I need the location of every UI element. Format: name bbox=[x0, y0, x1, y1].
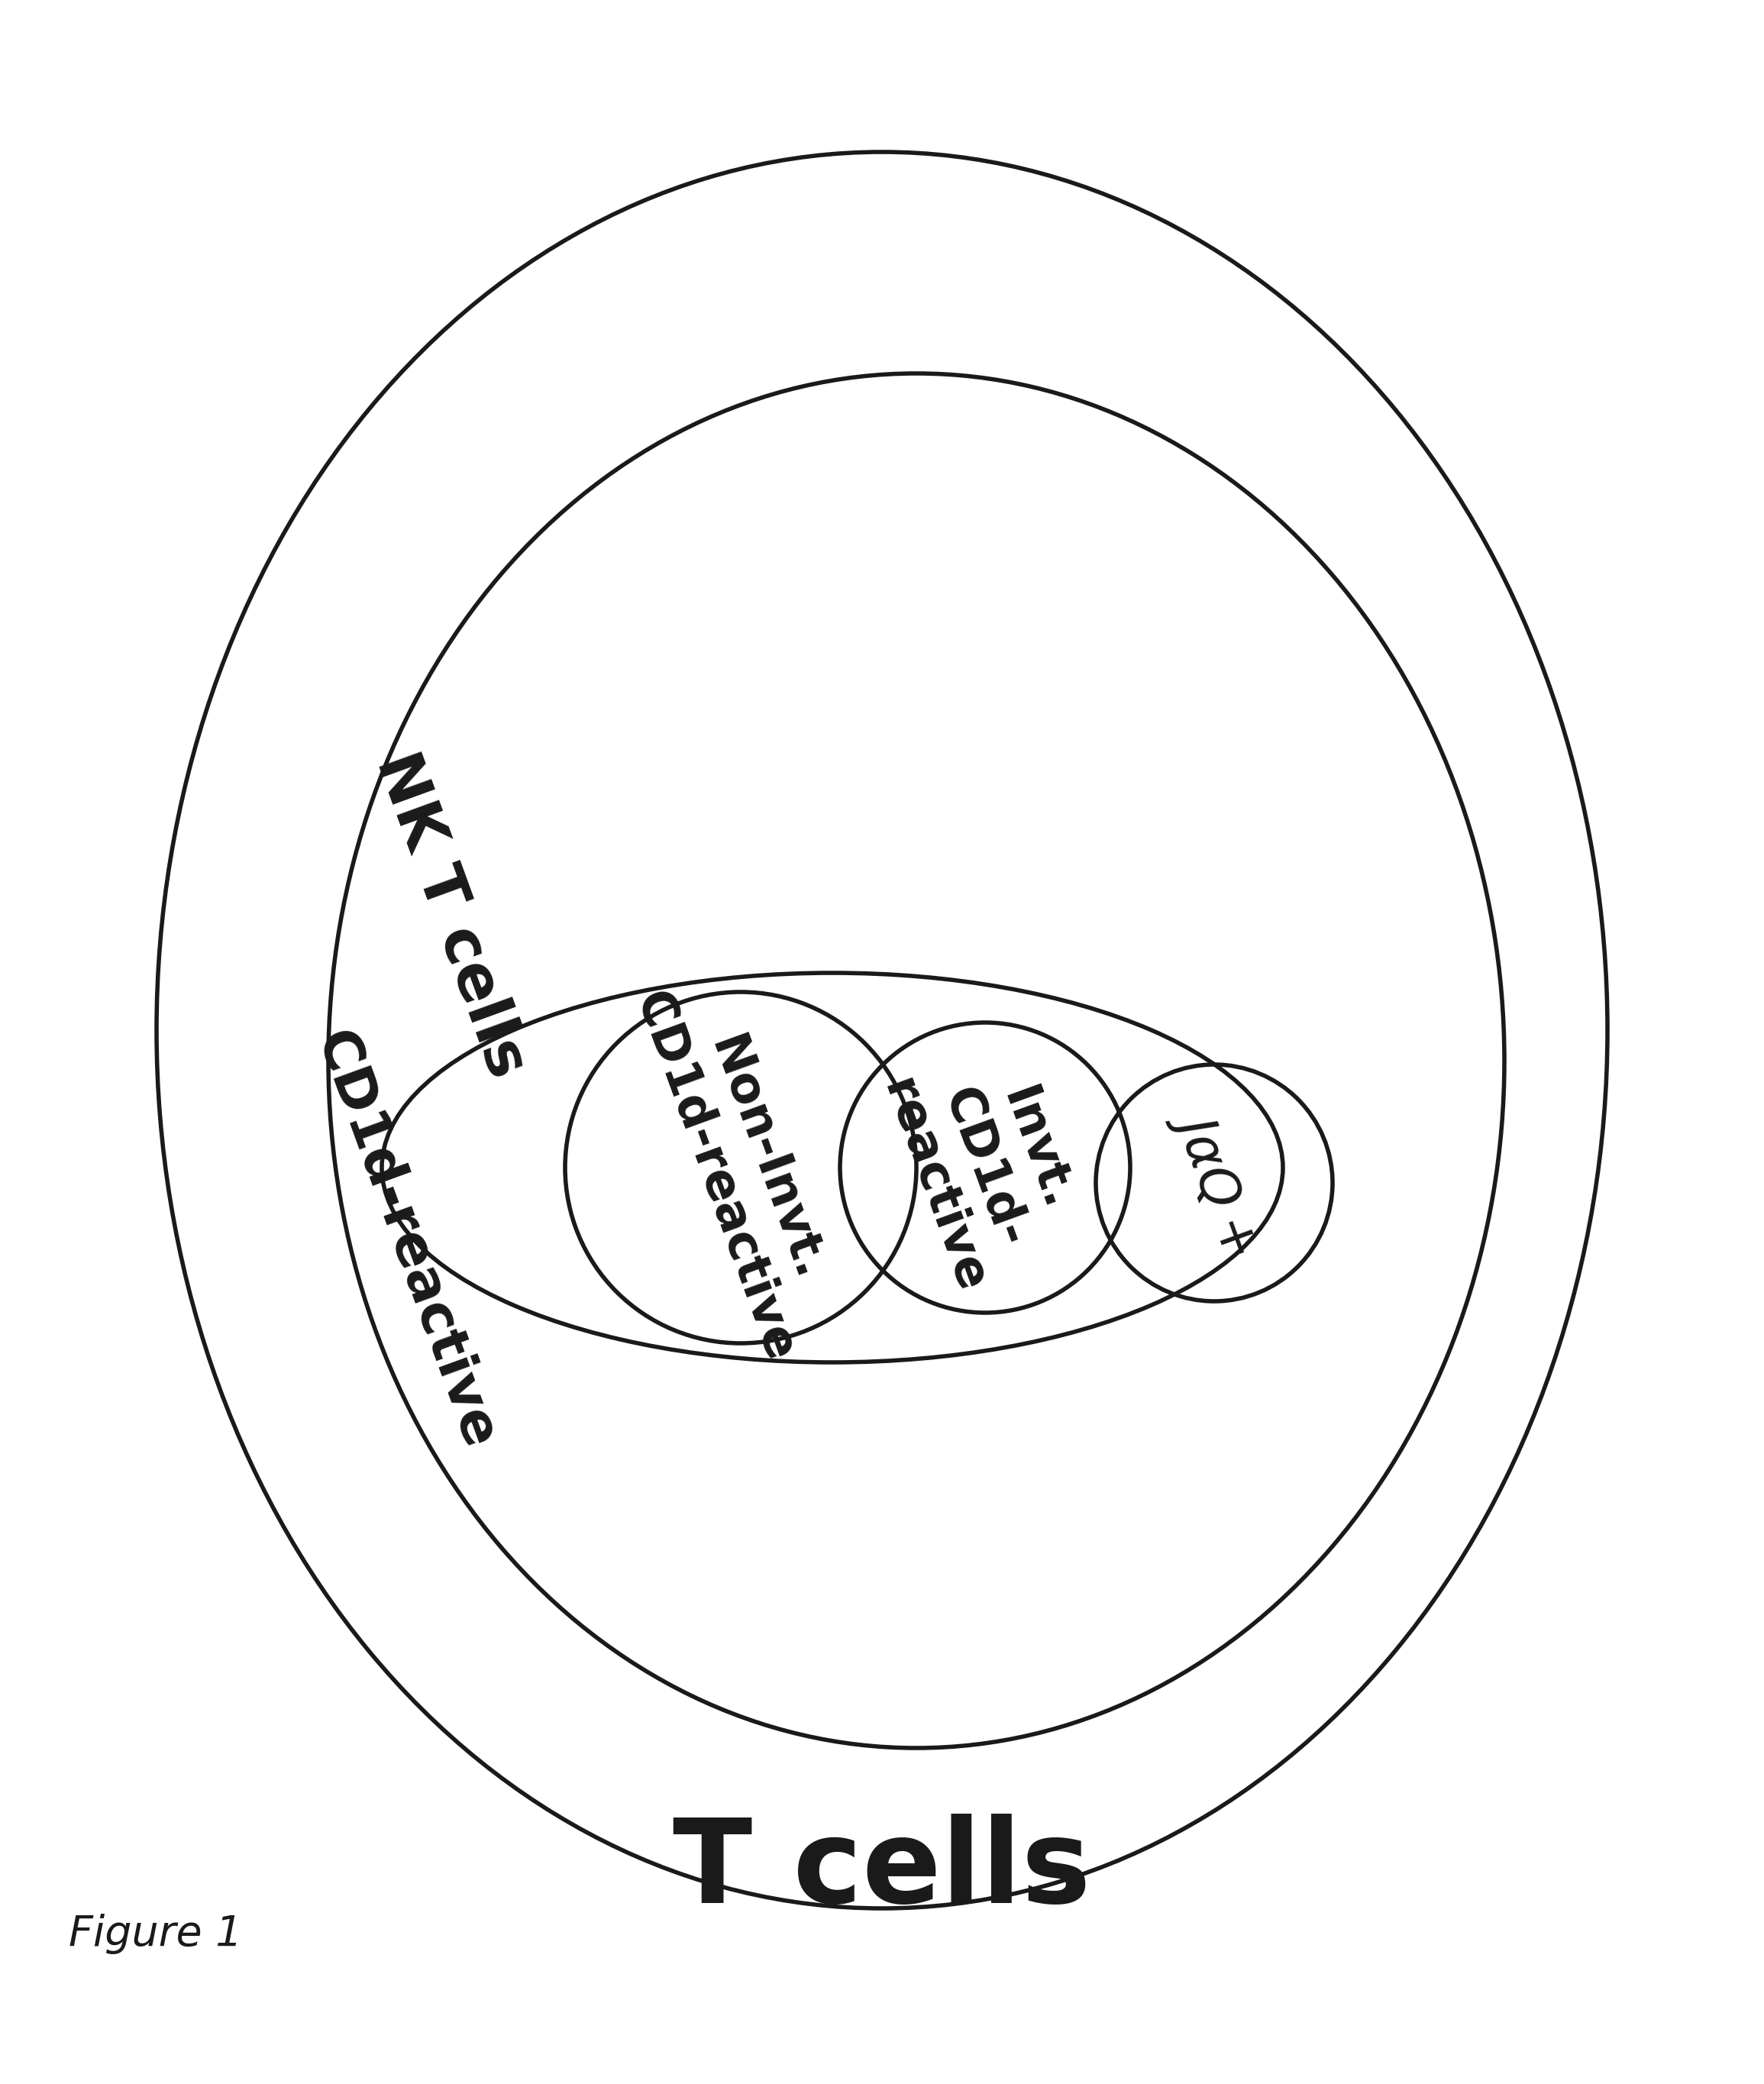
Text: T cells: T cells bbox=[672, 1813, 1092, 1928]
Text: NK T cells: NK T cells bbox=[365, 746, 536, 1086]
Text: CD1d-reactive: CD1d-reactive bbox=[305, 1023, 505, 1457]
Text: Non-Invt.
CD1d-reactive: Non-Invt. CD1d-reactive bbox=[626, 967, 856, 1367]
Text: Invt.
CD1d-
reactive: Invt. CD1d- reactive bbox=[873, 1036, 1097, 1300]
Text: Figure 1: Figure 1 bbox=[69, 1913, 242, 1955]
Text: $J\alpha Q+$: $J\alpha Q+$ bbox=[1162, 1102, 1265, 1263]
